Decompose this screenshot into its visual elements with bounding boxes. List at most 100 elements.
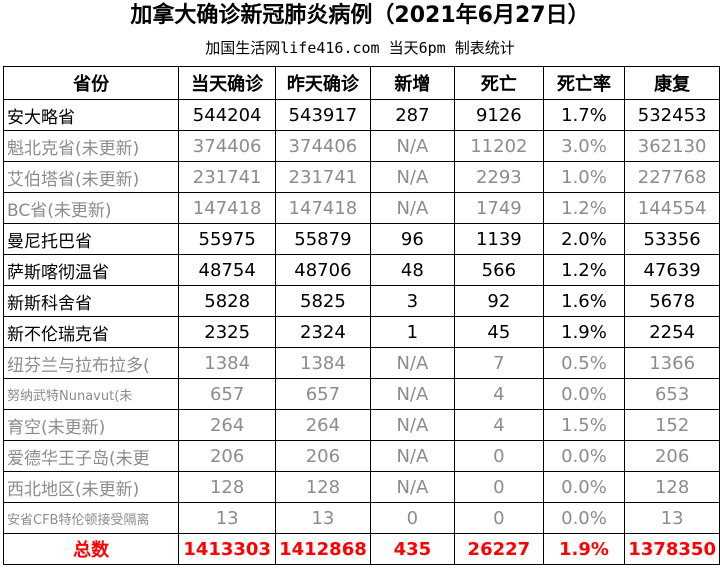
table-cell: 48 (369, 254, 456, 286)
table-cell: 1.9% (542, 316, 626, 348)
table-cell: 231741 (178, 161, 277, 193)
table-cell: 53356 (624, 223, 720, 255)
table-cell: 657 (178, 378, 277, 410)
table-cell: N/A (369, 161, 456, 193)
table-cell: 0.0% (542, 378, 626, 410)
table-row: 曼尼托巴省 55975 55879 96 1139 2.0% 53356 (2, 223, 720, 255)
table-cell: 532453 (624, 99, 720, 131)
table-cell: N/A (369, 409, 456, 441)
table-cell: 0.0% (542, 471, 626, 503)
table-cell: 435 (369, 533, 456, 565)
table-cell: 纽芬兰与拉布拉多( (2, 347, 180, 379)
table: 省份 当天确诊 昨天确诊 新增 死亡 死亡率 康复 安大略省 544204 543917 287 9… (2, 66, 720, 565)
table-cell: 1749 (454, 192, 544, 224)
column-header: 新增 (369, 66, 456, 100)
table-cell: 0 (369, 502, 456, 534)
table-cell: 1.2% (542, 254, 626, 286)
table-cell: 新斯科舍省 (2, 285, 180, 317)
table-cell: 374406 (275, 130, 371, 162)
table-cell: 9126 (454, 99, 544, 131)
table-cell: 1412868 (275, 533, 371, 565)
table-cell: 1413303 (178, 533, 277, 565)
table-cell: 26227 (454, 533, 544, 565)
table-cell: 374406 (178, 130, 277, 162)
title: 加拿大确诊新冠肺炎病例（2021年6月27日） (130, 3, 590, 28)
table-cell: 5678 (624, 285, 720, 317)
table-cell: 11202 (454, 130, 544, 162)
table-cell: N/A (369, 130, 456, 162)
table-cell: 2325 (178, 316, 277, 348)
table-cell: 657 (275, 378, 371, 410)
table-cell: 1.0% (542, 161, 626, 193)
table-cell: 128 (624, 471, 720, 503)
subtitle: 加国生活网life416.com 当天6pm 制表统计 (205, 39, 515, 57)
table-cell: 1 (369, 316, 456, 348)
table-cell: 1.5% (542, 409, 626, 441)
table-cell: BC省(未更新) (2, 192, 180, 224)
table-cell: 1.6% (542, 285, 626, 317)
table-row: BC省(未更新) 147418 147418 N/A 1749 1.2% 144554 (2, 192, 720, 224)
table-cell: 5828 (178, 285, 277, 317)
table-cell: 227768 (624, 161, 720, 193)
table-row: 爱德华王子岛(未更 206 206 N/A 0 0.0% 206 (2, 440, 720, 472)
table-cell: 2324 (275, 316, 371, 348)
table-row: 艾伯塔省(未更新) 231741 231741 N/A 2293 1.0% 227768 (2, 161, 720, 193)
table-cell: 5825 (275, 285, 371, 317)
table-cell: 147418 (275, 192, 371, 224)
table-cell: 2293 (454, 161, 544, 193)
table-cell: 育空(未更新) (2, 409, 180, 441)
table-cell: 安大略省 (2, 99, 180, 131)
table-cell: 287 (369, 99, 456, 131)
table-cell: N/A (369, 471, 456, 503)
table-cell: 1.2% (542, 192, 626, 224)
table-row: 新不伦瑞克省 2325 2324 1 45 1.9% 2254 (2, 316, 720, 348)
table-cell: 48754 (178, 254, 277, 286)
table-cell: 47639 (624, 254, 720, 286)
table-cell: 4 (454, 409, 544, 441)
table-cell: 0.5% (542, 347, 626, 379)
table-cell: N/A (369, 378, 456, 410)
table-cell: 2254 (624, 316, 720, 348)
table-cell: 总数 (2, 533, 180, 565)
table-cell: 48706 (275, 254, 371, 286)
table-cell: 96 (369, 223, 456, 255)
table-cell: 264 (275, 409, 371, 441)
table-cell: 653 (624, 378, 720, 410)
table-row: 新斯科舍省 5828 5825 3 92 1.6% 5678 (2, 285, 720, 317)
column-header: 省份 (2, 66, 180, 100)
table-cell: 543917 (275, 99, 371, 131)
table-cell: N/A (369, 440, 456, 472)
table-cell: 152 (624, 409, 720, 441)
table-cell: 362130 (624, 130, 720, 162)
table-cell: 13 (178, 502, 277, 534)
table-cell: 144554 (624, 192, 720, 224)
table-cell: 0 (454, 440, 544, 472)
table-cell: 4 (454, 378, 544, 410)
table-cell: 爱德华王子岛(未更 (2, 440, 180, 472)
table-cell: 7 (454, 347, 544, 379)
table-row: 纽芬兰与拉布拉多(1384 1384 N/A 7 0.5% 1366 (2, 347, 720, 379)
table-row: 萨斯喀彻温省 48754 48706 48 566 1.2% 47639 (2, 254, 720, 286)
header-row: 省份 当天确诊 昨天确诊 新增 死亡 死亡率 康复 (2, 66, 720, 100)
table-cell: 3.0% (542, 130, 626, 162)
table-cell: 曼尼托巴省 (2, 223, 180, 255)
table-cell: 206 (275, 440, 371, 472)
table-cell: 0.0% (542, 502, 626, 534)
table-cell: N/A (369, 347, 456, 379)
table-cell: 1378350 (624, 533, 720, 565)
table-cell: 55975 (178, 223, 277, 255)
table-cell: 55879 (275, 223, 371, 255)
table-row: 育空(未更新) 264 264 N/A 4 1.5% 152 (2, 409, 720, 441)
table-cell: 3 (369, 285, 456, 317)
table-cell: 206 (178, 440, 277, 472)
table-cell: 0 (454, 471, 544, 503)
table-cell: 206 (624, 440, 720, 472)
column-header: 死亡率 (542, 66, 626, 100)
table-cell: 13 (275, 502, 371, 534)
table-row: 努纳武特Nunavut(未 657 657 N/A 4 0.0% 653 (2, 378, 720, 410)
column-header: 死亡 (454, 66, 544, 100)
table-cell: 0 (454, 502, 544, 534)
table-cell: 1366 (624, 347, 720, 379)
table-cell: 231741 (275, 161, 371, 193)
